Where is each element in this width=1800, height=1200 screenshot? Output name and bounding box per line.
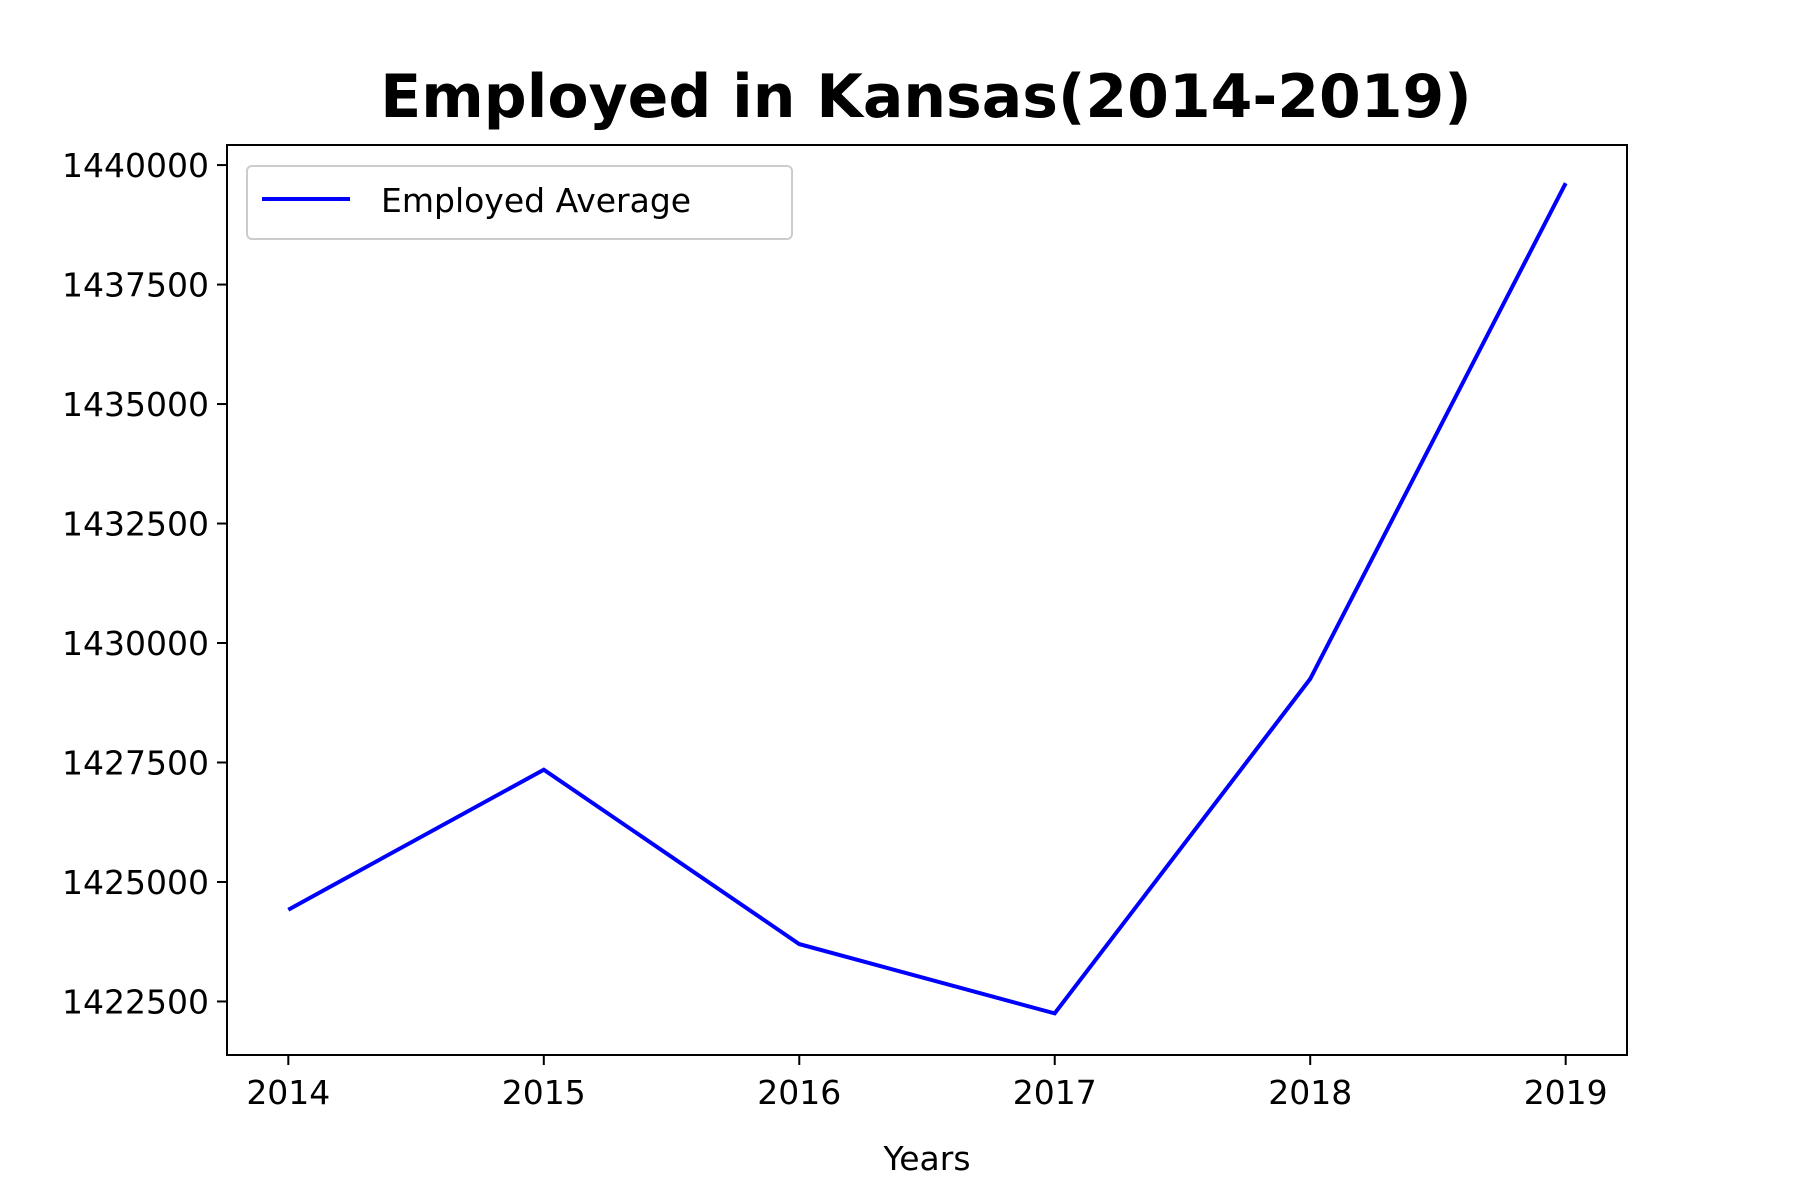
legend: Employed Average xyxy=(246,165,793,240)
plot-area-frame xyxy=(226,144,1628,1056)
x-tick-label: 2018 xyxy=(1268,1073,1352,1112)
legend-label: Employed Average xyxy=(381,181,691,220)
x-tick-label: 2014 xyxy=(246,1073,330,1112)
y-tick-label: 1430000 xyxy=(62,624,209,663)
chart-title: Employed in Kansas(2014-2019) xyxy=(380,62,1471,132)
y-tick-label: 1440000 xyxy=(62,146,209,185)
x-tick-label: 2016 xyxy=(757,1073,841,1112)
x-tick-label: 2017 xyxy=(1013,1073,1097,1112)
y-tick-label: 1427500 xyxy=(62,744,209,783)
x-axis-label: Years xyxy=(882,1139,970,1178)
y-tick-label: 1432500 xyxy=(62,505,209,544)
x-axis: 2014 2015 2016 2017 2018 2019 xyxy=(246,1055,1608,1112)
y-tick-label: 1422500 xyxy=(62,982,209,1021)
legend-box xyxy=(246,165,793,240)
y-tick-label: 1437500 xyxy=(62,266,209,305)
y-axis: 1422500 1425000 1427500 1430000 1432500 14350… xyxy=(62,146,227,1021)
series-line-employed-average xyxy=(287,182,1568,1016)
y-tick-label: 1435000 xyxy=(62,385,209,424)
x-tick-label: 2015 xyxy=(502,1073,586,1112)
y-tick-label: 1425000 xyxy=(62,863,209,902)
x-tick-label: 2019 xyxy=(1524,1073,1608,1112)
